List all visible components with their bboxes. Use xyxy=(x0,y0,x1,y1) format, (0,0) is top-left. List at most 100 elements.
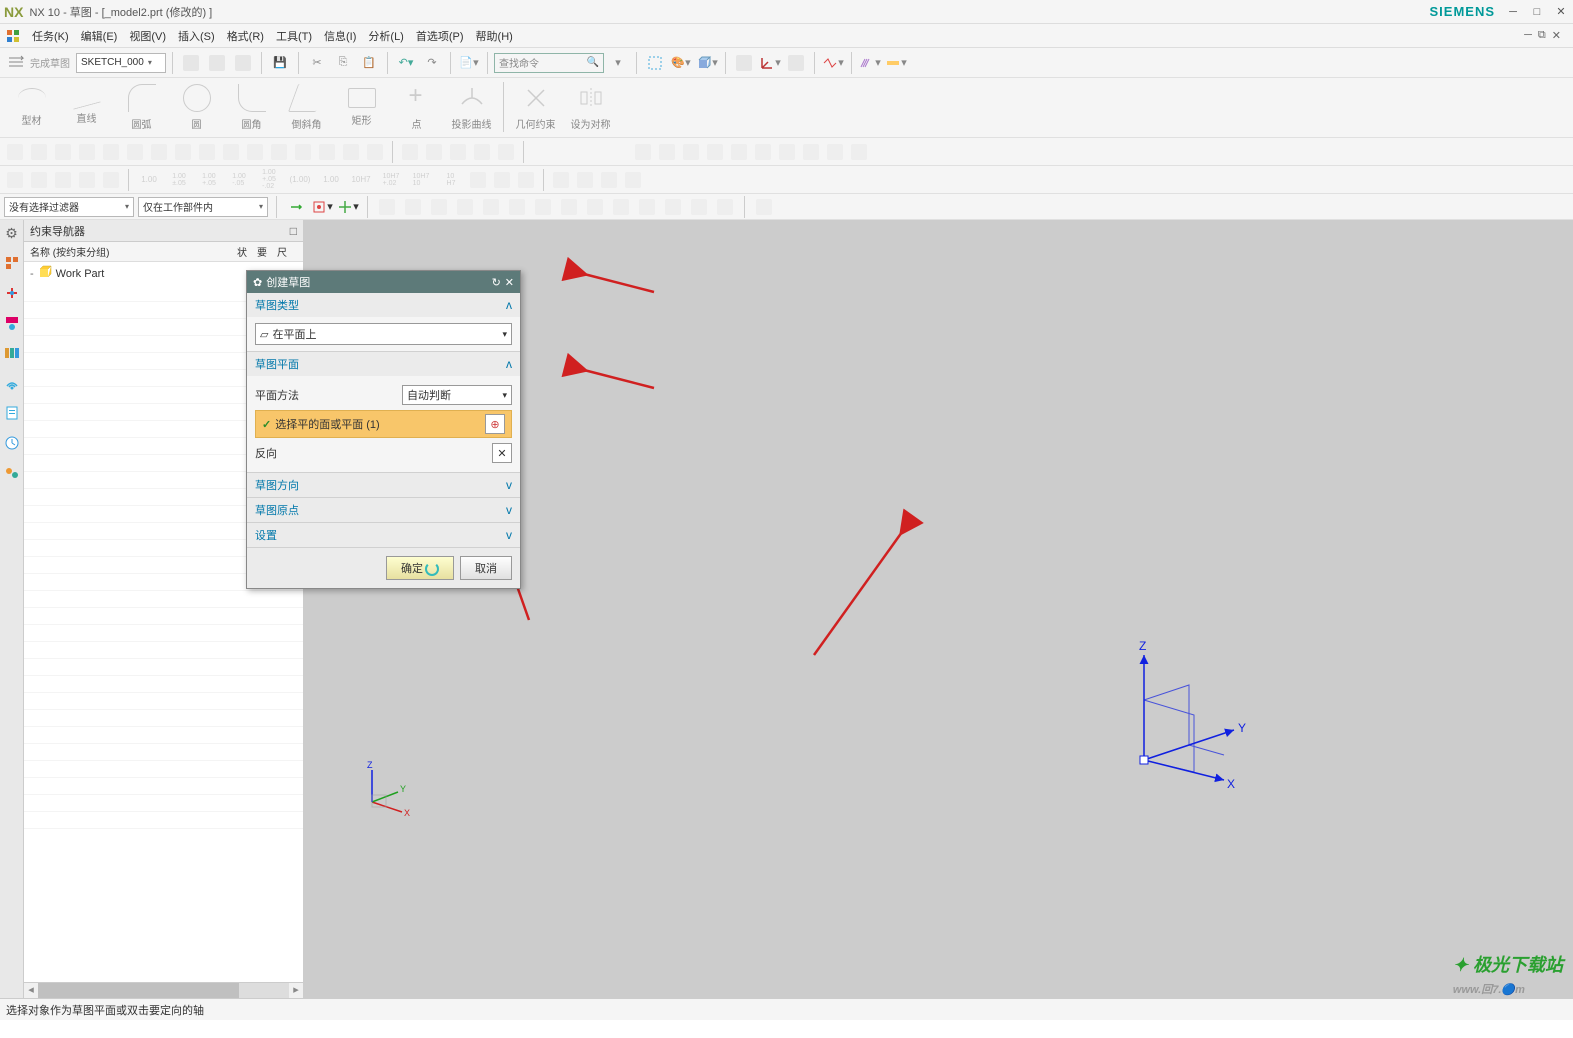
minimize-button[interactable]: ─ xyxy=(1505,4,1521,20)
menu-view[interactable]: 视图(V) xyxy=(123,28,172,44)
filter-icon[interactable]: ▾ xyxy=(337,196,359,218)
line-button[interactable]: 直线 xyxy=(59,82,114,133)
snap-icon[interactable] xyxy=(480,196,502,218)
sec-icon[interactable] xyxy=(399,141,421,163)
sec-icon[interactable] xyxy=(52,141,74,163)
wcs-icon[interactable]: ▾ xyxy=(758,51,782,75)
snap-icon[interactable] xyxy=(428,196,450,218)
section-sketch-plane[interactable]: 草图平面ʌ xyxy=(247,352,520,376)
sec-icon[interactable] xyxy=(467,169,489,191)
gear-icon[interactable]: ⚙ xyxy=(3,224,21,242)
sec-icon[interactable] xyxy=(100,141,122,163)
tb-icon-12[interactable]: ▾ xyxy=(858,51,882,75)
sec-icon[interactable] xyxy=(776,141,798,163)
snap-icon[interactable] xyxy=(558,196,580,218)
filter-icon[interactable] xyxy=(285,196,307,218)
sec-icon[interactable] xyxy=(423,141,445,163)
sec-icon[interactable] xyxy=(28,169,50,191)
dim-icon[interactable]: 10H7 xyxy=(437,169,465,191)
command-search[interactable]: 查找命令 🔍 xyxy=(494,53,604,73)
menu-help[interactable]: 帮助(H) xyxy=(470,28,519,44)
sec-icon[interactable] xyxy=(100,169,122,191)
col-req[interactable]: 要 xyxy=(257,244,277,259)
sec-icon[interactable] xyxy=(848,141,870,163)
cancel-button[interactable]: 取消 xyxy=(460,556,512,580)
target-icon[interactable]: ⊕ xyxy=(485,414,505,434)
sec-icon[interactable] xyxy=(292,141,314,163)
col-name[interactable]: 名称 (按约束分组) xyxy=(30,244,237,259)
selection-scope-dropdown[interactable]: 仅在工作部件内 xyxy=(138,197,268,217)
rectangle-button[interactable]: 矩形 xyxy=(334,82,389,133)
snap-icon[interactable] xyxy=(610,196,632,218)
constraint-navigator-icon[interactable] xyxy=(3,314,21,332)
sec-icon[interactable] xyxy=(76,169,98,191)
menu-icon[interactable] xyxy=(4,27,22,45)
plane-method-dropdown[interactable]: 自动判断 xyxy=(402,385,512,405)
new-icon[interactable]: 📄▾ xyxy=(457,51,481,75)
dialog-reset-icon[interactable]: ↻ xyxy=(492,276,501,289)
snap-icon[interactable] xyxy=(688,196,710,218)
dim-icon[interactable]: 10H710 xyxy=(407,169,435,191)
wifi-icon[interactable] xyxy=(3,374,21,392)
paste-icon[interactable]: 📋 xyxy=(357,51,381,75)
dim-icon[interactable]: 1.00±.05 xyxy=(165,169,193,191)
navigator-scrollbar[interactable]: ◂ ▸ xyxy=(24,982,303,998)
search-dropdown[interactable]: ▾ xyxy=(606,51,630,75)
cut-icon[interactable]: ✂ xyxy=(305,51,329,75)
ok-button[interactable]: 确定 xyxy=(386,556,454,580)
sec-icon[interactable] xyxy=(632,141,654,163)
snap-icon[interactable] xyxy=(532,196,554,218)
section-settings[interactable]: 设置v xyxy=(247,523,520,547)
sec-icon[interactable] xyxy=(574,169,596,191)
sec-icon[interactable] xyxy=(220,141,242,163)
close-button[interactable]: ✕ xyxy=(1553,4,1569,20)
point-button[interactable]: 点 xyxy=(389,82,444,133)
fillet-button[interactable]: 圆角 xyxy=(224,82,279,133)
section-sketch-direction[interactable]: 草图方向v xyxy=(247,473,520,497)
filter-icon[interactable]: ▾ xyxy=(311,196,333,218)
sec-icon[interactable] xyxy=(172,141,194,163)
sec-icon[interactable] xyxy=(491,169,513,191)
project-curve-button[interactable]: 投影曲线 xyxy=(444,82,499,133)
tb-icon-10[interactable] xyxy=(784,51,808,75)
tb-icon-2[interactable] xyxy=(205,51,229,75)
sec-icon[interactable] xyxy=(728,141,750,163)
sec-icon[interactable] xyxy=(680,141,702,163)
pin-icon[interactable]: □ xyxy=(290,224,297,238)
grid-icon[interactable] xyxy=(753,196,775,218)
clock-icon[interactable] xyxy=(3,434,21,452)
save-icon[interactable]: 💾 xyxy=(268,51,292,75)
sec-icon[interactable] xyxy=(515,169,537,191)
view-fit-icon[interactable] xyxy=(643,51,667,75)
sec-icon[interactable] xyxy=(550,169,572,191)
sec-icon[interactable] xyxy=(447,141,469,163)
col-dim[interactable]: 尺 xyxy=(277,244,297,259)
inner-minimize-button[interactable]: ─ xyxy=(1524,29,1532,42)
symmetric-button[interactable]: 设为对称 xyxy=(563,82,618,133)
redo-icon[interactable]: ↷ xyxy=(420,51,444,75)
sec-icon[interactable] xyxy=(800,141,822,163)
menu-format[interactable]: 格式(R) xyxy=(221,28,270,44)
undo-icon[interactable]: ↶▾ xyxy=(394,51,418,75)
sec-icon[interactable] xyxy=(340,141,362,163)
reverse-button[interactable]: ✕ xyxy=(492,443,512,463)
sketch-type-dropdown[interactable]: ▱ 在平面上 xyxy=(255,323,512,345)
dialog-titlebar[interactable]: ✿ 创建草图 ↻ ✕ xyxy=(247,271,520,293)
sec-icon[interactable] xyxy=(656,141,678,163)
part-navigator-icon[interactable] xyxy=(3,254,21,272)
reuse-library-icon[interactable] xyxy=(3,344,21,362)
sec-icon[interactable] xyxy=(752,141,774,163)
dim-icon[interactable]: 1.00-.05 xyxy=(225,169,253,191)
section-sketch-origin[interactable]: 草图原点v xyxy=(247,498,520,522)
chamfer-button[interactable]: 倒斜角 xyxy=(279,82,334,133)
tb-icon-3[interactable] xyxy=(231,51,255,75)
roles-icon[interactable] xyxy=(3,464,21,482)
tb-icon-11[interactable]: ▾ xyxy=(821,51,845,75)
inner-restore-button[interactable]: ⧉ xyxy=(1538,29,1546,42)
sec-icon[interactable] xyxy=(316,141,338,163)
dim-icon[interactable]: 1.00 xyxy=(135,169,163,191)
profile-button[interactable]: 型材 xyxy=(4,82,59,133)
sec-icon[interactable] xyxy=(622,169,644,191)
sec-icon[interactable] xyxy=(148,141,170,163)
col-status[interactable]: 状 xyxy=(237,244,257,259)
